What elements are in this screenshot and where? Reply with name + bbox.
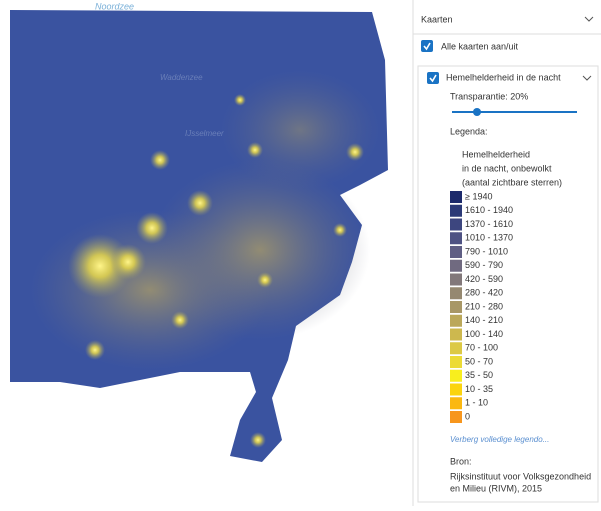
- chevron[interactable]: [582, 75, 592, 81]
- glow: [250, 432, 266, 448]
- legend-swatch: [450, 273, 462, 286]
- legend-heading: Legenda:: [450, 126, 488, 136]
- legend-swatch: [450, 218, 462, 231]
- legend-label: 1010 - 1370: [465, 233, 513, 243]
- legend-swatch: [450, 342, 462, 355]
- glow: [171, 311, 189, 329]
- legend-swatch: [450, 314, 462, 327]
- glow: [136, 212, 168, 244]
- legend-label: 0: [465, 411, 470, 421]
- legend-swatch: [450, 232, 462, 245]
- legend-swatch: [450, 328, 462, 341]
- legend-label: 590 - 790: [465, 260, 503, 270]
- legend-label: 280 - 420: [465, 288, 503, 298]
- glow: [257, 272, 273, 288]
- panel-title: Kaarten: [421, 14, 453, 24]
- map[interactable]: Noordzee Waddenzee IJsselmeer: [10, 1, 388, 462]
- glow: [150, 150, 170, 170]
- glow: [187, 190, 213, 216]
- legend-swatch: [450, 287, 462, 300]
- legend-swatch: [450, 356, 462, 368]
- legend-label: 100 - 140: [465, 329, 503, 339]
- legend-swatch: [450, 191, 462, 203]
- legend-title: Hemelhelderheid: [462, 149, 530, 159]
- glow: [110, 244, 146, 280]
- legend-label: 420 - 590: [465, 274, 503, 284]
- glow: [85, 340, 105, 360]
- legend: Hemelhelderheid in de nacht, onbewolkt (aa…: [450, 149, 591, 493]
- legend-swatch: [450, 369, 462, 382]
- legend-label: 70 - 100: [465, 343, 498, 353]
- legend-label: 1370 - 1610: [465, 219, 513, 229]
- place-label: IJsselmeer: [185, 129, 224, 138]
- transparency-label: Transparantie: 20%: [450, 91, 528, 101]
- source-line: Rijksinstituut voor Volksgezondheid: [450, 471, 591, 481]
- legend-label: 35 - 50: [465, 370, 493, 380]
- legend-label: 210 - 280: [465, 301, 503, 311]
- legend-label: ≥ 1940: [465, 191, 492, 201]
- layer-box: [417, 65, 599, 503]
- legend-swatch: [450, 301, 462, 313]
- legend-label: 790 - 1010: [465, 246, 508, 256]
- legend-title: in de nacht, onbewolkt: [462, 163, 552, 173]
- legend-label: 1610 - 1940: [465, 205, 513, 215]
- legend-label: 10 - 35: [465, 384, 493, 394]
- glow: [247, 142, 263, 158]
- legend-label: 50 - 70: [465, 356, 493, 366]
- legend-swatch: [450, 259, 462, 272]
- legend-swatch: [450, 204, 462, 217]
- haze: [220, 70, 380, 190]
- source-line: en Milieu (RIVM), 2015: [450, 483, 542, 493]
- sea-label: Noordzee: [95, 1, 134, 11]
- legend-title: (aantal zichtbare sterren): [462, 177, 562, 187]
- toggle-all-label[interactable]: Alle kaarten aan/uit: [441, 41, 519, 51]
- legend-swatch: [450, 246, 462, 258]
- hide-legend-link[interactable]: Verberg volledige legendo...: [450, 435, 549, 444]
- legend-label: 1 - 10: [465, 398, 488, 408]
- legend-label: 140 - 210: [465, 315, 503, 325]
- chevron[interactable]: [584, 16, 594, 22]
- glow: [234, 94, 246, 106]
- panel: Kaarten Alle kaarten aan/uit Hemelhelder…: [412, 0, 601, 506]
- place-label: Waddenzee: [160, 73, 203, 82]
- check: [423, 42, 431, 51]
- slider-knob[interactable]: [473, 108, 481, 116]
- legend-swatch: [450, 397, 462, 410]
- check: [429, 74, 437, 83]
- checkbox[interactable]: [421, 40, 433, 52]
- legend-swatch: [450, 411, 462, 423]
- glow: [346, 143, 364, 161]
- source-heading: Bron:: [450, 456, 472, 466]
- layer-title[interactable]: Hemelhelderheid in de nacht: [446, 72, 561, 82]
- glow: [333, 223, 347, 237]
- checkbox[interactable]: [427, 72, 439, 84]
- legend-swatch: [450, 383, 462, 396]
